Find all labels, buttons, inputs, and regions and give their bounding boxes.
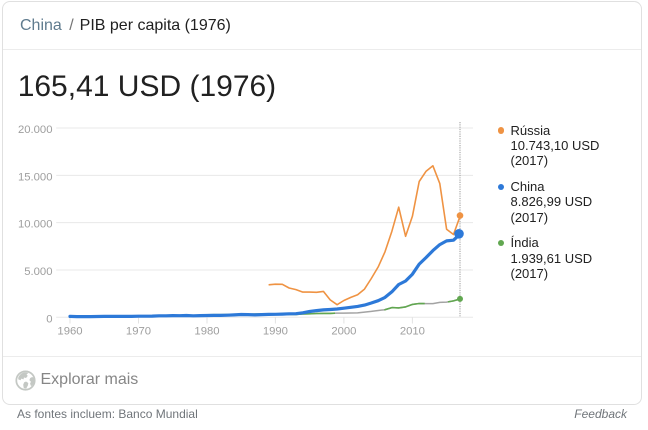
- svg-text:1960: 1960: [57, 326, 82, 338]
- svg-text:15.000: 15.000: [18, 171, 53, 183]
- svg-text:5.000: 5.000: [24, 266, 52, 278]
- svg-text:1980: 1980: [194, 326, 219, 338]
- svg-text:1970: 1970: [126, 326, 151, 338]
- svg-text:2000: 2000: [331, 326, 356, 338]
- svg-text:2010: 2010: [400, 326, 425, 338]
- svg-text:1990: 1990: [263, 326, 288, 338]
- svg-text:20.000: 20.000: [18, 124, 53, 136]
- svg-text:0: 0: [46, 313, 52, 325]
- svg-text:10.000: 10.000: [18, 219, 53, 231]
